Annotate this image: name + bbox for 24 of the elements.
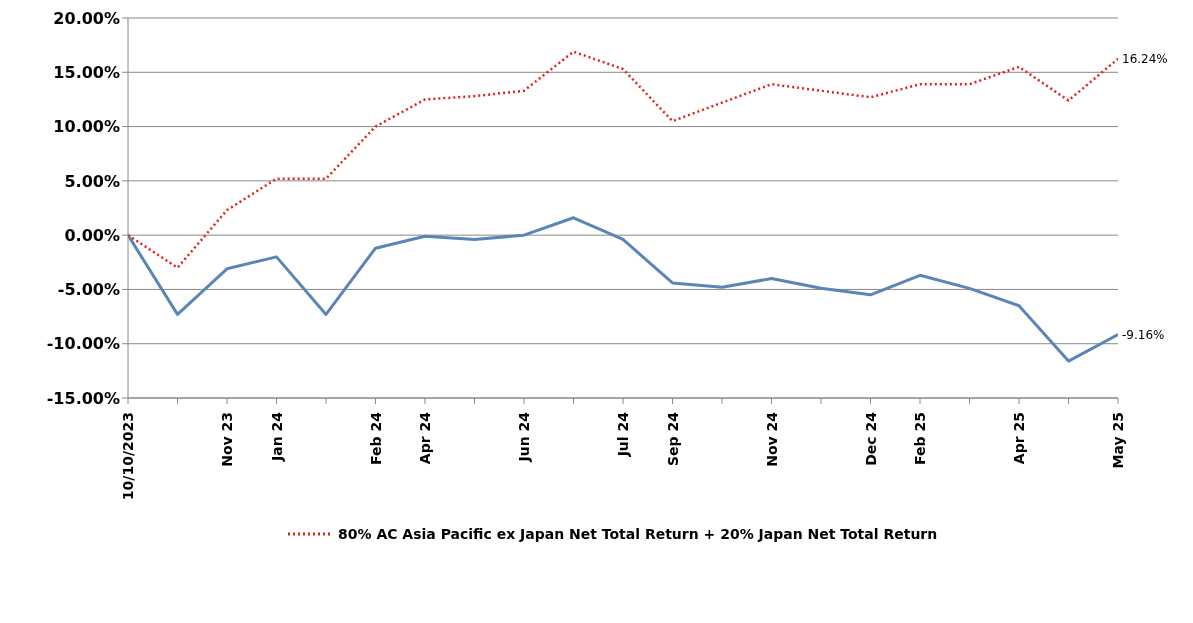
y-tick-label: 10.00% xyxy=(53,117,120,137)
x-tick-label: Feb 24 xyxy=(367,411,384,465)
x-tick-label: Apr 25 xyxy=(1011,412,1027,465)
y-tick-label: -15.00% xyxy=(46,388,120,408)
y-tick-label: -10.00% xyxy=(46,334,120,354)
x-tick-label: Dec 24 xyxy=(862,411,879,466)
x-tick-label: Apr 24 xyxy=(417,411,433,465)
y-tick-label: 15.00% xyxy=(53,62,120,82)
data-label: -9.16% xyxy=(1122,327,1165,342)
x-tick-label: 10/10/2023 xyxy=(120,412,136,501)
x-tick-label: May 25 xyxy=(1110,412,1126,469)
data-label: 16.24% xyxy=(1122,51,1168,66)
y-tick-label: -5.00% xyxy=(57,280,120,300)
x-tick-label: Jun 24 xyxy=(516,411,532,463)
x-tick-label: Feb 25 xyxy=(912,412,928,465)
y-tick-label: 20.00% xyxy=(53,8,120,28)
x-tick-label: Jul 24 xyxy=(615,411,631,458)
x-tick-label: Nov 24 xyxy=(763,411,780,467)
x-tick-label: Nov 23 xyxy=(219,412,235,467)
y-tick-label: 5.00% xyxy=(64,171,120,191)
x-tick-label: Sep 24 xyxy=(664,411,681,466)
legend-label: 80% AC Asia Pacific ex Japan Net Total Return + 20% Japan Net Total Return xyxy=(338,526,938,542)
x-tick-label: Jan 24 xyxy=(268,411,285,462)
y-tick-label: 0.00% xyxy=(64,225,120,245)
